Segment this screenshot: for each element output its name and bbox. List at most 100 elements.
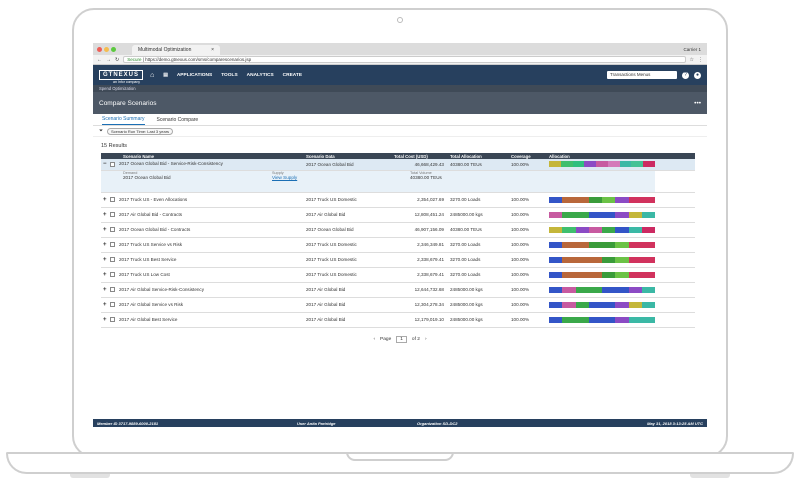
browser-tab[interactable]: Multimodal Optimization × bbox=[132, 45, 220, 55]
allocation-bar[interactable] bbox=[549, 196, 655, 203]
breadcrumb[interactable]: Spend Optimization bbox=[93, 85, 707, 92]
table-row[interactable]: +2017 Truck US Low Cost 2017 Truck US Dom… bbox=[101, 267, 695, 283]
row-checkbox[interactable] bbox=[110, 286, 115, 292]
row-checkbox[interactable] bbox=[110, 316, 115, 322]
expand-icon[interactable]: + bbox=[103, 211, 107, 218]
allocation-bar[interactable] bbox=[549, 286, 655, 293]
col-total-allocation[interactable]: Total Allocation bbox=[448, 153, 509, 159]
scenario-name[interactable]: 2017 Air Global Service-Risk-Consistency bbox=[119, 286, 205, 292]
filter-pill[interactable]: Scenario Run Time: Last 3 years bbox=[107, 127, 174, 135]
table-row[interactable]: +2017 Air Global Best Service 2017 Air Gl… bbox=[101, 312, 695, 328]
close-tab-icon[interactable]: × bbox=[211, 47, 214, 53]
menu-icon[interactable]: ⋮ bbox=[698, 56, 703, 63]
nav-analytics[interactable]: ANALYTICS bbox=[246, 72, 274, 78]
next-page-button[interactable]: › bbox=[424, 336, 427, 342]
col-allocation[interactable]: Allocation bbox=[547, 153, 695, 159]
expand-icon[interactable]: + bbox=[103, 316, 107, 323]
allocation-bar[interactable] bbox=[549, 271, 655, 278]
forward-icon[interactable]: → bbox=[106, 56, 111, 63]
expand-icon[interactable]: − bbox=[103, 161, 107, 168]
col-coverage[interactable]: Coverage bbox=[509, 153, 547, 159]
tab-scenario-summary[interactable]: Scenario Summary bbox=[102, 116, 145, 125]
row-checkbox[interactable] bbox=[110, 241, 115, 247]
address-bar[interactable]: Secure | https://demo.gtnexus.com/sms/co… bbox=[123, 56, 686, 63]
scenario-name[interactable]: 2017 Air Global Service vs Risk bbox=[119, 301, 184, 307]
filter-icon[interactable]: ⏷ bbox=[99, 128, 104, 134]
allocation-segment bbox=[549, 316, 563, 323]
table-row[interactable]: +2017 Ocean Global Bid - Contracts 2017 O… bbox=[101, 222, 695, 238]
scenario-name[interactable]: 2017 Air Global Best Service bbox=[119, 316, 178, 322]
scenario-name[interactable]: 2017 Ocean Global Bid - Contracts bbox=[119, 226, 191, 232]
expand-icon[interactable]: + bbox=[103, 226, 107, 233]
status-bar: Member ID 3717-9889-6000-2181 User Anita… bbox=[93, 419, 707, 427]
back-icon[interactable]: ← bbox=[97, 56, 102, 63]
nav-search-input[interactable]: Transactions Menus bbox=[607, 71, 677, 79]
logo[interactable]: GTNEXUS bbox=[99, 70, 144, 80]
nav-applications[interactable]: APPLICATIONS bbox=[176, 72, 213, 78]
allocation-bar[interactable] bbox=[549, 161, 656, 168]
filter-bar: ⏷ Scenario Run Time: Last 3 years bbox=[93, 126, 707, 137]
col-scenario-data[interactable]: Scenario Data bbox=[304, 153, 392, 159]
row-checkbox[interactable] bbox=[110, 196, 115, 202]
col-total-cost[interactable]: Total Cost (USD) bbox=[392, 153, 448, 159]
scenario-name[interactable]: 2017 Truck US Low Cost bbox=[119, 271, 170, 277]
row-checkbox[interactable] bbox=[110, 161, 115, 167]
allocation-bar[interactable] bbox=[549, 301, 655, 308]
row-checkbox[interactable] bbox=[110, 226, 115, 232]
nav-tools[interactable]: TOOLS bbox=[221, 72, 238, 78]
demand-label: Demand bbox=[123, 170, 138, 175]
total-cost: 2,354,027.69 bbox=[392, 192, 448, 208]
table-header-row: Scenario Name Scenario Data Total Cost (… bbox=[101, 153, 695, 159]
col-scenario-name[interactable]: Scenario Name bbox=[101, 153, 304, 159]
tab-scenario-compare[interactable]: Scenario Compare bbox=[156, 117, 199, 123]
allocation-bar[interactable] bbox=[549, 256, 655, 263]
allocation-bar[interactable] bbox=[549, 226, 655, 233]
expand-icon[interactable]: + bbox=[103, 196, 107, 203]
page-input[interactable]: 1 bbox=[396, 335, 407, 343]
scenario-name[interactable]: 2017 Air Global Bid - Contracts bbox=[119, 211, 183, 217]
allocation-bar[interactable] bbox=[549, 211, 655, 218]
scenario-data: 2017 Air Global Bid bbox=[304, 207, 392, 223]
expand-icon[interactable]: + bbox=[103, 301, 107, 308]
table-row[interactable]: +2017 Truck US Service vs Risk 2017 Truck… bbox=[101, 237, 695, 253]
allocation-segment bbox=[596, 161, 608, 168]
allocation-segment bbox=[562, 256, 576, 263]
prev-page-button[interactable]: ‹ bbox=[373, 336, 376, 342]
table-row[interactable]: +2017 Air Global Bid - Contracts 2017 Air… bbox=[101, 207, 695, 223]
expand-icon[interactable]: + bbox=[103, 241, 107, 248]
close-window-icon[interactable] bbox=[97, 46, 102, 52]
scenario-name[interactable]: 2017 Ocean Global Bid - Service-Risk-Con… bbox=[119, 161, 223, 167]
row-checkbox[interactable] bbox=[110, 271, 115, 277]
allocation-segment bbox=[549, 241, 563, 248]
expand-icon[interactable]: + bbox=[103, 256, 107, 263]
row-checkbox[interactable] bbox=[110, 256, 115, 262]
star-icon[interactable]: ☆ bbox=[689, 56, 694, 63]
table-row[interactable]: − 2017 Ocean Global Bid - Service-Risk-Co… bbox=[101, 159, 695, 171]
table-row[interactable]: +2017 Air Global Service-Risk-Consistenc… bbox=[101, 282, 695, 298]
table-row[interactable]: +2017 Air Global Service vs Risk 2017 Air… bbox=[101, 297, 695, 313]
minimize-window-icon[interactable] bbox=[104, 46, 109, 52]
table-row[interactable]: +2017 Truck US - Even Allocations 2017 Tr… bbox=[101, 192, 695, 208]
help-icon[interactable]: ? bbox=[682, 71, 689, 79]
row-checkbox[interactable] bbox=[110, 301, 115, 307]
browser-toolbar: ← → ↻ Secure | https://demo.gtnexus.com/… bbox=[93, 55, 707, 65]
expand-icon[interactable]: + bbox=[103, 271, 107, 278]
allocation-segment bbox=[615, 316, 629, 323]
scenario-name[interactable]: 2017 Truck US Best Service bbox=[119, 256, 177, 262]
scenario-name[interactable]: 2017 Truck US - Even Allocations bbox=[119, 196, 188, 202]
allocation-segment bbox=[602, 301, 616, 308]
row-checkbox[interactable] bbox=[110, 211, 115, 217]
table-row[interactable]: +2017 Truck US Best Service 2017 Truck US… bbox=[101, 252, 695, 268]
more-icon[interactable]: ••• bbox=[694, 99, 701, 107]
scenario-name[interactable]: 2017 Truck US Service vs Risk bbox=[119, 241, 183, 247]
user-icon[interactable]: ● bbox=[694, 71, 701, 79]
home-icon[interactable]: ⌂ bbox=[150, 71, 155, 79]
allocation-bar[interactable] bbox=[549, 316, 655, 323]
view-supply-link[interactable]: View Supply bbox=[272, 174, 298, 180]
allocation-bar[interactable] bbox=[549, 241, 655, 248]
clipboard-icon[interactable]: ▤ bbox=[163, 72, 168, 78]
expand-icon[interactable]: + bbox=[103, 286, 107, 293]
nav-create[interactable]: CREATE bbox=[282, 72, 303, 78]
reload-icon[interactable]: ↻ bbox=[115, 56, 120, 63]
maximize-window-icon[interactable] bbox=[111, 46, 116, 52]
